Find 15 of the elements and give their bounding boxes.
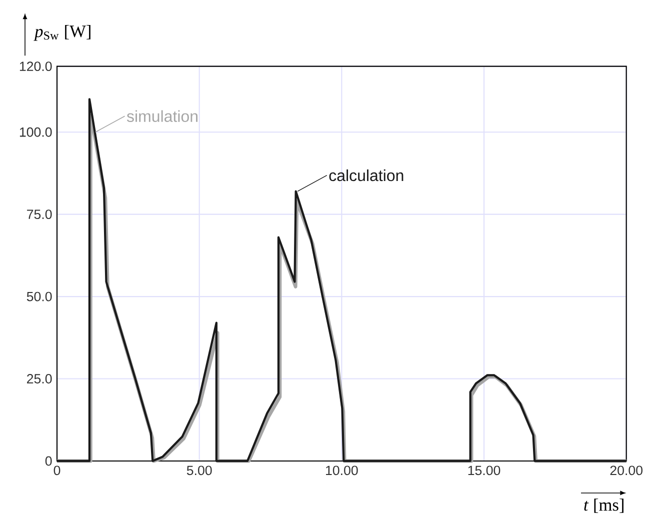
y-tick-label: 50.0 [26, 292, 52, 302]
x-axis-title: t [ms] [584, 498, 624, 513]
y-tick-label: 0 [45, 456, 52, 466]
x-tick-label: 15.00 [468, 466, 500, 476]
y-tick-label: 120.0 [20, 62, 52, 72]
y-tick-label: 75.0 [27, 210, 52, 220]
annotation: simulation [126, 110, 198, 122]
x-tick-label: 10.00 [326, 466, 358, 476]
y-tick-label: 100.0 [20, 127, 52, 137]
annotation: calculation [329, 169, 404, 182]
y-tick-label: 25.0 [27, 374, 52, 384]
x-tick-label: 20.00 [610, 466, 642, 476]
x-tick-label: 0 [54, 466, 60, 476]
x-tick-label: 5.00 [186, 466, 212, 476]
y-axis-title: p$_{Sw}$ [W] [34, 25, 90, 41]
